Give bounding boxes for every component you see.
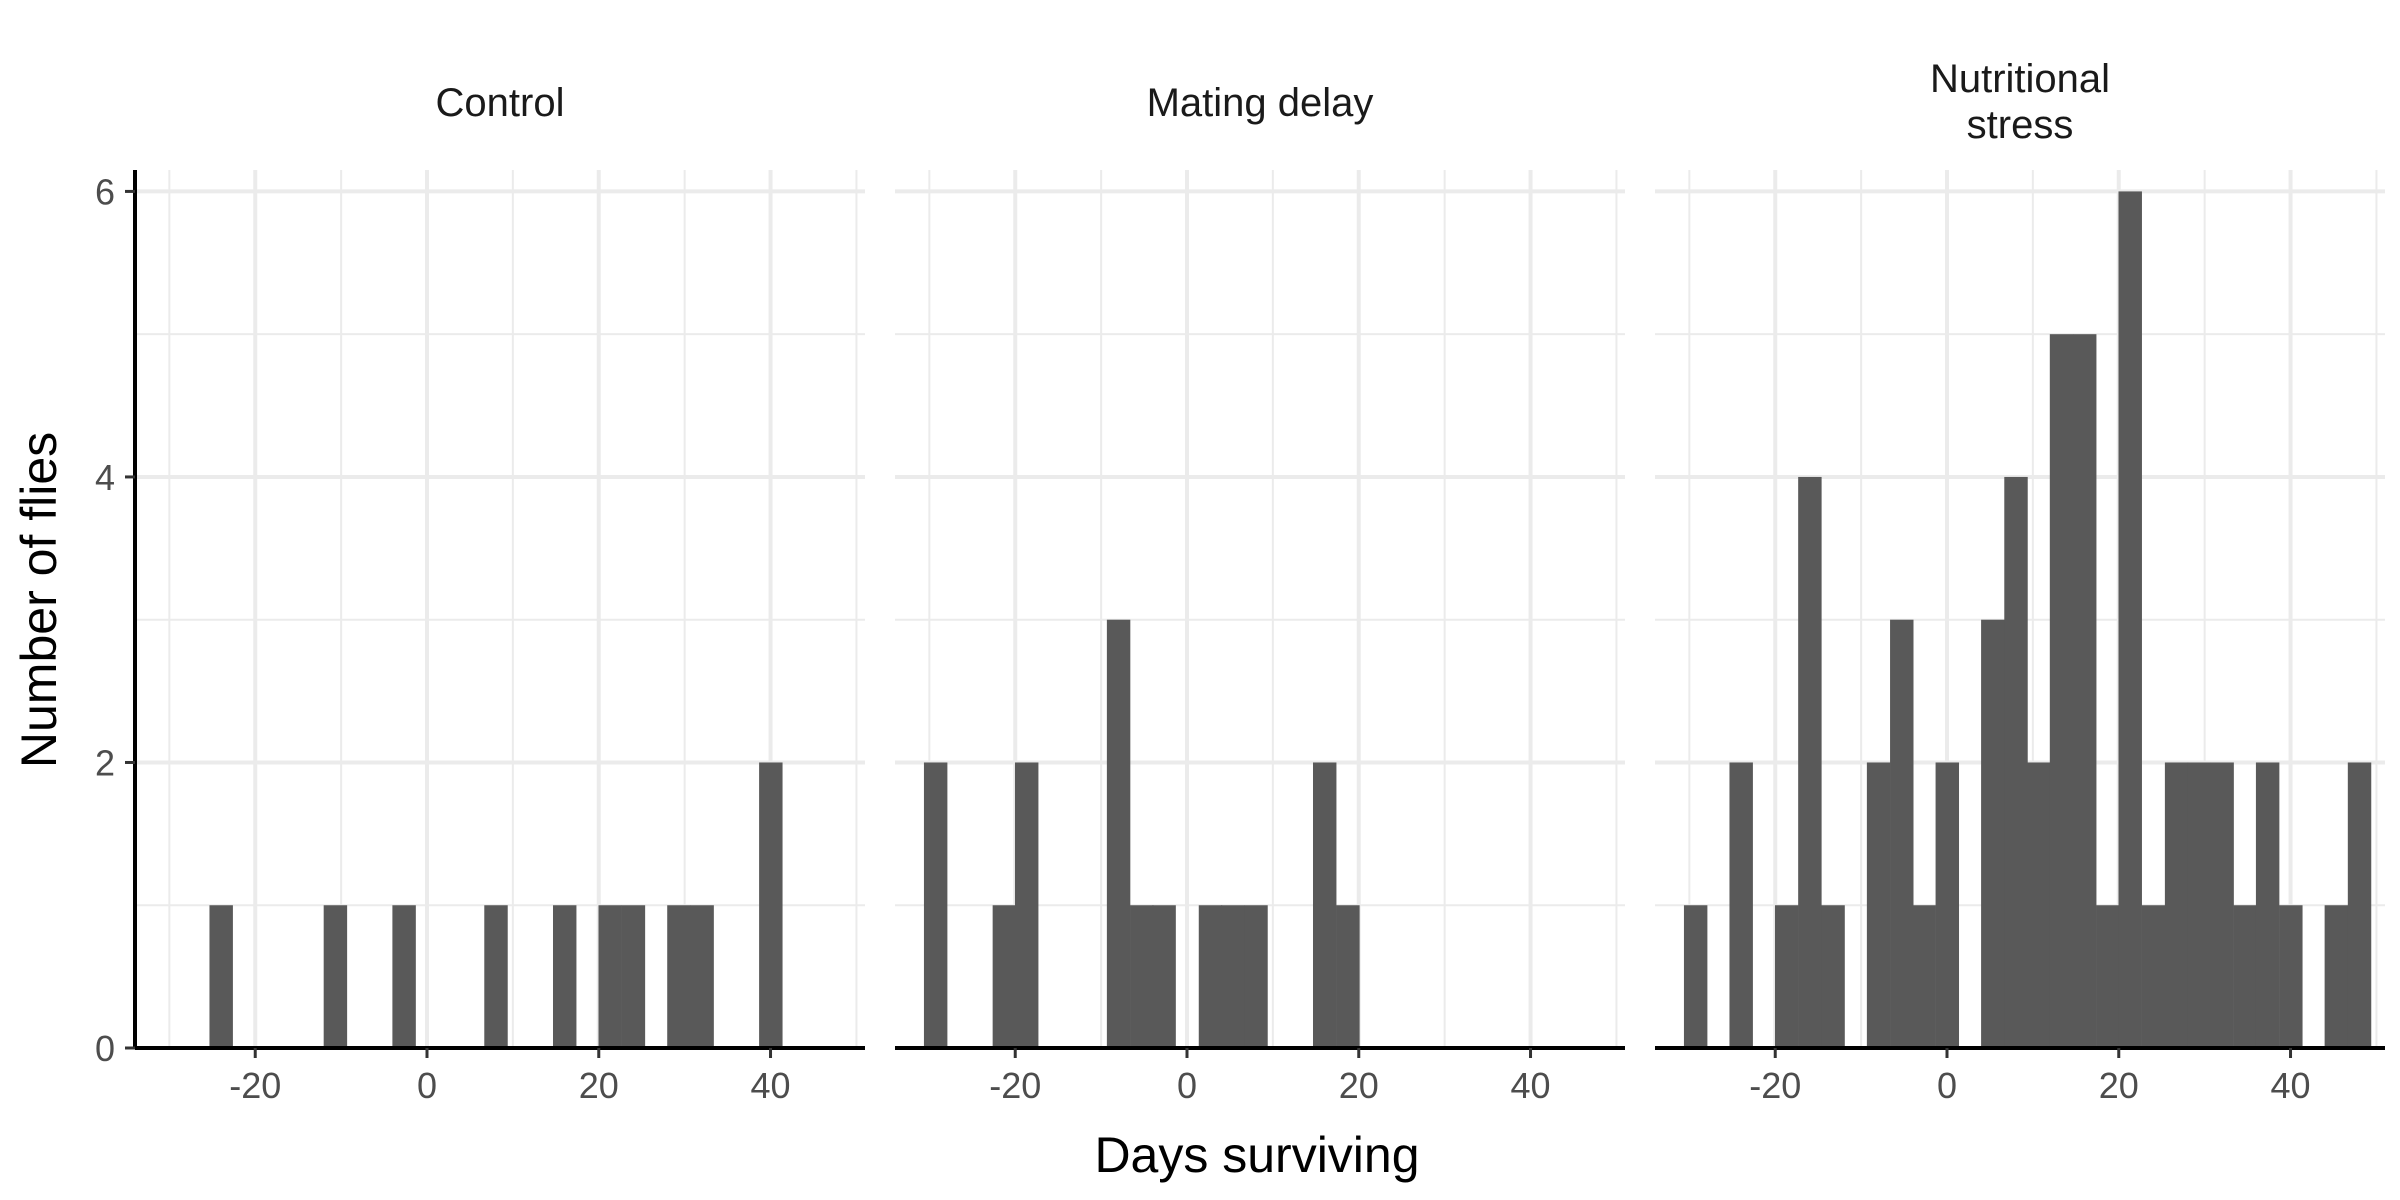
histogram-bar — [2164, 762, 2189, 1048]
x-axis-title: Days surviving — [1094, 1127, 1419, 1183]
x-tick-label: 40 — [2271, 1065, 2311, 1106]
histogram-bar — [2049, 334, 2074, 1049]
histogram-bar — [1130, 905, 1154, 1048]
histogram-bar — [923, 762, 948, 1048]
histogram-bar — [1106, 619, 1131, 1048]
histogram-bar — [992, 905, 1017, 1048]
histogram-bar — [1152, 905, 1176, 1048]
x-tick-label: 0 — [1937, 1065, 1957, 1106]
x-tick-label: -20 — [229, 1065, 281, 1106]
histogram-bar — [2141, 905, 2166, 1048]
y-tick-label: 6 — [95, 171, 115, 212]
histogram-bar — [2324, 905, 2349, 1048]
facet-label: Control — [436, 81, 565, 125]
histogram-bar — [1798, 476, 1822, 1048]
histogram-bar — [2187, 762, 2211, 1048]
x-tick-label: 20 — [1339, 1065, 1379, 1106]
histogram-bar — [1198, 905, 1223, 1048]
histogram-bar — [1336, 905, 1360, 1048]
x-tick-label: 40 — [751, 1065, 791, 1106]
x-tick-label: 20 — [2099, 1065, 2139, 1106]
histogram-bar — [598, 905, 622, 1048]
histogram-bar — [2004, 476, 2028, 1048]
histogram-bar — [1729, 762, 1753, 1048]
histogram-bar — [2255, 762, 2280, 1048]
histogram-bar — [2096, 905, 2120, 1048]
histogram-bar — [323, 905, 348, 1048]
histogram-bar — [1774, 905, 1799, 1048]
x-tick-label: 40 — [1511, 1065, 1551, 1106]
facet-label: stress — [1967, 103, 2074, 147]
y-tick-label: 0 — [95, 1028, 115, 1069]
panel-2: -20 0 20 40 Mating delay — [895, 81, 1625, 1106]
histogram-bar — [1821, 905, 1845, 1048]
histogram-bar — [2233, 905, 2258, 1048]
facet-label: Nutritional — [1930, 57, 2110, 101]
y-axis-title: Number of flies — [11, 432, 67, 768]
histogram-bar — [484, 905, 508, 1048]
histogram-bar — [621, 905, 646, 1048]
facet-label: Mating delay — [1147, 81, 1374, 125]
histogram-bar — [1912, 905, 1936, 1048]
histogram-bar — [392, 905, 416, 1048]
panel-1: -20 0 20 40 Control 0 2 4 6 — [95, 81, 865, 1106]
histogram-bar — [1935, 762, 1960, 1048]
histogram-bar — [1244, 905, 1268, 1048]
histogram-bar — [2118, 191, 2142, 1049]
histogram-bar — [209, 905, 233, 1048]
histogram-bar — [1221, 905, 1245, 1048]
histogram-bar — [2210, 762, 2234, 1048]
x-tick-label: 0 — [1177, 1065, 1197, 1106]
histogram-bar — [667, 905, 691, 1048]
histogram-bar — [759, 762, 783, 1048]
y-tick-label: 4 — [95, 457, 115, 498]
x-tick-label: -20 — [1749, 1065, 1801, 1106]
histogram-bar — [1981, 619, 2005, 1048]
y-tick-label: 2 — [95, 742, 115, 783]
histogram-bar — [1312, 762, 1337, 1048]
histogram-bar — [1866, 762, 1891, 1048]
x-tick-label: 20 — [579, 1065, 619, 1106]
histogram-bar — [2072, 334, 2097, 1049]
histogram-bar — [2347, 762, 2372, 1048]
histogram-bar — [2279, 905, 2303, 1048]
histogram-bar — [2027, 762, 2051, 1048]
histogram-bar — [1683, 905, 1708, 1048]
x-tick-label: 0 — [417, 1065, 437, 1106]
histogram-bar — [690, 905, 714, 1048]
histogram-bar — [1890, 619, 1914, 1048]
histogram-bar — [1014, 762, 1039, 1048]
histogram-bar — [552, 905, 577, 1048]
x-tick-label: -20 — [989, 1065, 1041, 1106]
